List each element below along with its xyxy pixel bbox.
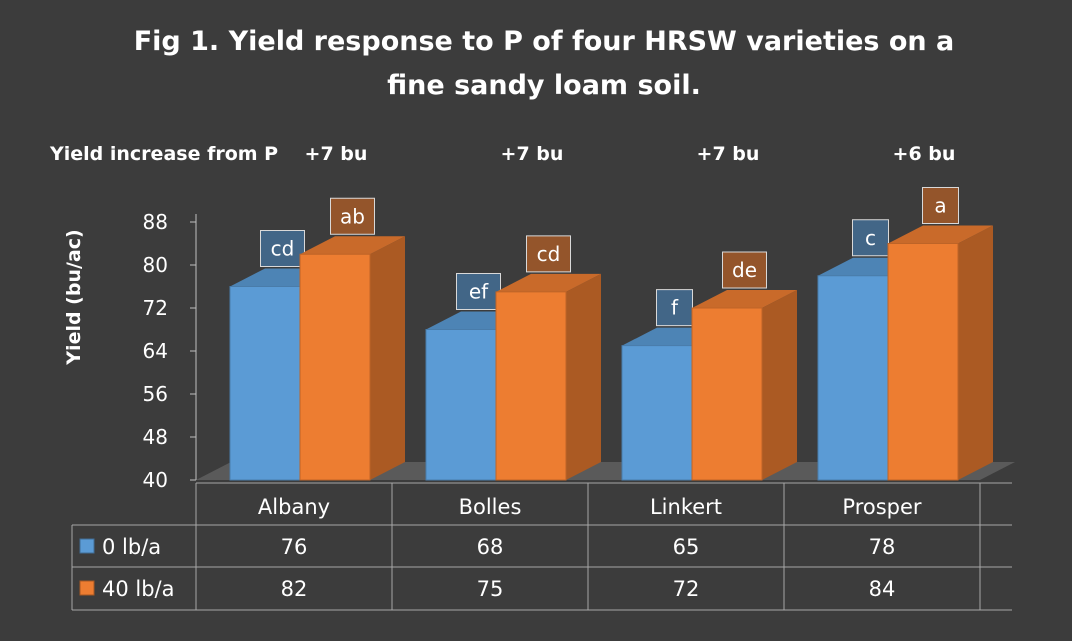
y-tick-label: 80 bbox=[143, 253, 168, 277]
bar bbox=[229, 286, 301, 481]
table-cell-value: 76 bbox=[281, 535, 308, 559]
y-tick-label: 88 bbox=[143, 210, 168, 234]
category-label: Prosper bbox=[842, 495, 922, 519]
y-axis-label: Yield (bu/ac) bbox=[63, 229, 85, 365]
bar-top bbox=[300, 236, 405, 255]
table-cell-value: 68 bbox=[477, 535, 504, 559]
significance-letter-box bbox=[722, 251, 767, 289]
bar bbox=[425, 329, 497, 481]
yield-increase-value: +6 bu bbox=[893, 143, 956, 165]
category-label: Linkert bbox=[650, 495, 722, 519]
bar bbox=[621, 345, 693, 481]
chart-title-line-2: fine sandy loam soil. bbox=[387, 70, 701, 101]
yield-increase-label: Yield increase from P bbox=[49, 143, 278, 165]
bar bbox=[887, 243, 959, 481]
bar-top bbox=[496, 273, 601, 292]
significance-letter: ab bbox=[340, 204, 365, 228]
table-cell-value: 72 bbox=[673, 577, 700, 601]
significance-letter-box bbox=[260, 230, 305, 267]
table-cell-value: 75 bbox=[477, 577, 504, 601]
yield-increase-value: +7 bu bbox=[305, 143, 368, 165]
significance-letter: de bbox=[732, 258, 757, 282]
table-cell-value: 78 bbox=[869, 535, 896, 559]
significance-letter-box bbox=[922, 187, 959, 224]
yield-increase-value: +7 bu bbox=[697, 143, 760, 165]
bar-side bbox=[370, 236, 405, 480]
table-cell-value: 82 bbox=[281, 577, 308, 601]
yield-increase-value: +7 bu bbox=[501, 143, 564, 165]
category-label: Albany bbox=[258, 495, 330, 519]
significance-letter: ef bbox=[469, 280, 489, 304]
bar bbox=[495, 291, 567, 481]
significance-letter-box bbox=[526, 235, 571, 273]
significance-letter: cd bbox=[271, 237, 295, 261]
bar-top bbox=[888, 225, 993, 244]
category-label: Bolles bbox=[459, 495, 522, 519]
significance-letter-box bbox=[852, 219, 889, 257]
y-tick-label: 72 bbox=[143, 296, 168, 320]
y-tick-label: 56 bbox=[143, 382, 168, 406]
chart-floor bbox=[196, 462, 1015, 480]
legend-swatch bbox=[79, 580, 95, 596]
y-tick-label: 48 bbox=[143, 425, 168, 449]
legend-swatch bbox=[79, 538, 95, 554]
significance-letter: c bbox=[865, 226, 876, 250]
bar-side bbox=[566, 273, 601, 480]
significance-letter: cd bbox=[537, 242, 561, 266]
y-tick-label: 64 bbox=[143, 339, 168, 363]
bar bbox=[691, 307, 763, 481]
significance-letter: a bbox=[934, 194, 946, 218]
bar-side bbox=[762, 290, 797, 480]
bar bbox=[817, 275, 889, 481]
significance-letter-box bbox=[656, 289, 693, 327]
table-cell-value: 84 bbox=[869, 577, 896, 601]
significance-letter: f bbox=[671, 296, 679, 320]
significance-letter-box bbox=[330, 197, 375, 235]
legend-label: 40 lb/a bbox=[102, 577, 175, 601]
bar bbox=[299, 253, 371, 481]
legend-label: 0 lb/a bbox=[102, 535, 161, 559]
table-cell-value: 65 bbox=[673, 535, 700, 559]
bar-top bbox=[692, 290, 797, 308]
y-tick-label: 40 bbox=[143, 468, 168, 492]
bar-side bbox=[958, 225, 993, 480]
chart-title-line-1: Fig 1. Yield response to P of four HRSW … bbox=[134, 26, 955, 57]
